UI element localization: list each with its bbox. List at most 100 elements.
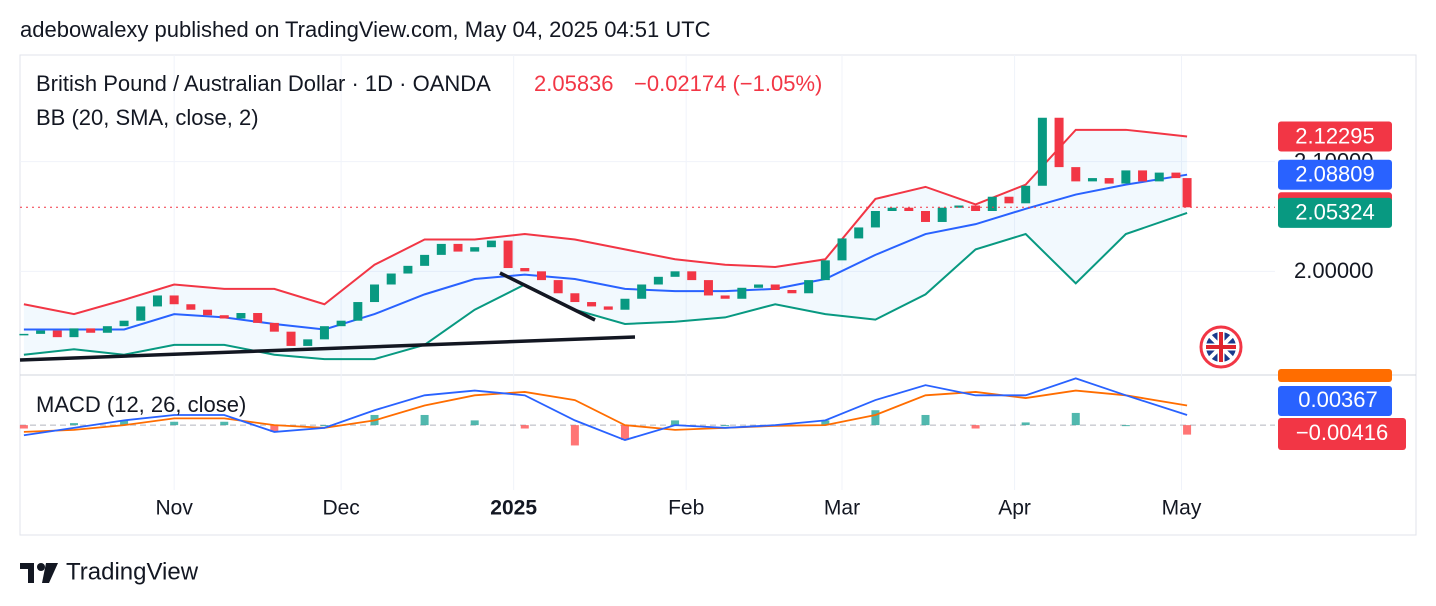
histogram-bar xyxy=(620,425,629,441)
candle xyxy=(136,306,146,321)
candle xyxy=(52,330,62,338)
candle xyxy=(470,247,480,252)
candle xyxy=(620,298,630,310)
candle xyxy=(1104,178,1114,184)
candle xyxy=(152,295,162,307)
tradingview-logo xyxy=(20,563,58,583)
candle xyxy=(486,240,496,248)
candle xyxy=(319,326,329,340)
candle xyxy=(1037,117,1047,186)
candle xyxy=(570,293,580,303)
candle xyxy=(169,295,179,305)
candle xyxy=(887,207,897,211)
candle xyxy=(370,284,380,303)
candle xyxy=(687,271,697,281)
signal-line xyxy=(23,389,1188,433)
candle xyxy=(770,284,780,290)
candle xyxy=(1087,178,1097,182)
candle xyxy=(1138,170,1148,182)
candle xyxy=(720,295,730,299)
price-badge xyxy=(1278,197,1392,228)
bb-legend: BB (20, SMA, close, 2) xyxy=(36,105,259,130)
histogram-bar xyxy=(320,425,329,427)
candle xyxy=(637,284,647,299)
histogram-bar xyxy=(1071,412,1080,426)
symbol-title: British Pound / Australian Dollar · 1D ·… xyxy=(36,71,491,96)
price-change: −0.02174 (−1.05%) xyxy=(634,71,822,96)
bb-fill xyxy=(23,129,1188,360)
header: adebowalexy published on TradingView.com… xyxy=(20,17,711,42)
x-tick-label: Apr xyxy=(998,497,1031,520)
candle xyxy=(1071,167,1081,182)
candle xyxy=(520,268,530,272)
candle xyxy=(854,227,864,239)
candle xyxy=(102,326,112,333)
price-badge-label: 2.12295 xyxy=(1295,123,1375,148)
price-badge xyxy=(1278,159,1392,190)
histogram-bar xyxy=(420,414,429,426)
price-badge xyxy=(1278,121,1392,152)
candle xyxy=(36,330,46,334)
candle xyxy=(870,210,880,228)
histogram-bar xyxy=(671,420,680,426)
candle xyxy=(69,328,79,338)
candle xyxy=(1121,170,1131,184)
x-tick-label: Feb xyxy=(668,497,704,520)
chart-frame xyxy=(19,54,1417,536)
histogram-bar xyxy=(871,410,880,426)
candle xyxy=(703,280,713,296)
footer-brand: TradingView xyxy=(66,558,199,585)
y-tick-label: 2.00000 xyxy=(1294,258,1374,283)
histogram-bar xyxy=(721,425,730,427)
x-tick-label: Nov xyxy=(155,497,193,520)
candle xyxy=(653,276,663,285)
candle xyxy=(1054,117,1064,168)
candle xyxy=(86,328,96,333)
last-price: 2.05836 xyxy=(534,71,614,96)
candle xyxy=(904,207,914,211)
candle xyxy=(203,309,213,316)
candle xyxy=(754,284,764,288)
candle xyxy=(403,265,413,274)
histogram-bar xyxy=(821,420,830,426)
candle xyxy=(453,243,463,252)
candle xyxy=(603,306,613,310)
candle xyxy=(1154,172,1164,182)
candle xyxy=(503,240,513,269)
x-tick-label: 2025 xyxy=(490,497,537,520)
x-tick-label: May xyxy=(1162,497,1202,520)
histogram-bar xyxy=(120,420,129,426)
candle xyxy=(1182,178,1192,208)
candle xyxy=(1004,196,1014,204)
candle xyxy=(536,271,546,281)
flag-icon xyxy=(1199,325,1243,369)
candle xyxy=(587,302,597,307)
candle xyxy=(737,287,747,299)
candle xyxy=(971,205,981,211)
candle xyxy=(436,243,446,255)
candle xyxy=(236,313,246,319)
histogram-bar xyxy=(470,420,479,426)
candle xyxy=(286,331,296,346)
candle xyxy=(186,304,196,310)
candle xyxy=(353,302,363,321)
histogram-bar xyxy=(971,425,980,429)
candle xyxy=(253,313,263,323)
histogram-bar xyxy=(570,425,579,446)
histogram-bar xyxy=(520,425,529,429)
histogram-bar xyxy=(1121,425,1130,427)
histogram-bar xyxy=(921,414,930,426)
candle xyxy=(119,320,129,327)
histogram-badge-label: −0.00416 xyxy=(1296,420,1388,445)
histogram-bar xyxy=(220,421,229,426)
candle xyxy=(386,273,396,285)
histogram-badge xyxy=(1278,418,1406,450)
candle xyxy=(787,289,797,294)
macd-badge xyxy=(1278,386,1392,416)
bb-middle xyxy=(23,173,1188,331)
histogram-bar xyxy=(19,425,28,429)
candle xyxy=(269,322,279,332)
histogram-bar xyxy=(1021,422,1030,426)
candle xyxy=(303,339,313,346)
macd-legend: MACD (12, 26, close) xyxy=(36,392,246,417)
